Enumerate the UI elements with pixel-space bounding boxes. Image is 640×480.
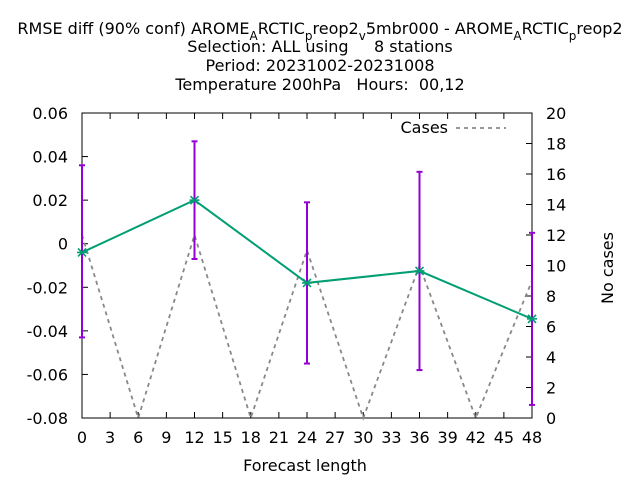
legend: Cases (401, 118, 506, 137)
data-point (77, 247, 87, 257)
x-tick-label: 18 (241, 428, 261, 447)
y2-tick-label: 20 (546, 104, 566, 123)
x-tick-label: 30 (353, 428, 373, 447)
x-tick-label: 3 (105, 428, 115, 447)
x-tick-label: 24 (297, 428, 317, 447)
y-tick-label: -0.08 (27, 409, 68, 428)
x-tick-label: 15 (212, 428, 232, 447)
confidence-interval-series (79, 140, 535, 406)
x-tick-label: 12 (184, 428, 204, 447)
y-tick-label: -0.02 (27, 278, 68, 297)
x-tick-label: 48 (522, 428, 542, 447)
x-tick-label: 9 (161, 428, 171, 447)
y2-tick-label: 10 (546, 257, 566, 276)
chart-title: RMSE diff (90% conf) AROMEARCTICpreop2v5… (17, 19, 622, 94)
y-tick-label: 0 (58, 235, 68, 254)
data-point (414, 266, 425, 276)
data-point (302, 278, 312, 288)
x-axis: 0 3 6 9 12 15 18 21 24 27 30 33 36 39 42 45 48 (77, 113, 542, 447)
y-tick-label: -0.04 (27, 322, 68, 341)
y2-tick-label: 0 (546, 409, 556, 428)
y2-axis-label: No cases (598, 232, 617, 304)
x-tick-label: 21 (269, 428, 289, 447)
x-tick-label: 39 (437, 428, 457, 447)
data-point (189, 195, 200, 205)
y-tick-label: 0.06 (32, 104, 68, 123)
legend-label-cases: Cases (401, 118, 449, 137)
x-tick-label: 42 (466, 428, 486, 447)
y2-tick-label: 8 (546, 287, 556, 306)
title-line-3: Period: 20231002-20231008 (205, 56, 434, 75)
rmse-diff-series (77, 195, 537, 324)
y2-tick-label: 12 (546, 226, 566, 245)
x-tick-label: 36 (409, 428, 429, 447)
y-tick-label: -0.06 (27, 365, 68, 384)
y-tick-label: 0.02 (32, 191, 68, 210)
y-tick-label: 0.04 (32, 148, 68, 167)
y2-tick-label: 2 (546, 379, 556, 398)
x-tick-label: 0 (77, 428, 87, 447)
x-tick-label: 6 (133, 428, 143, 447)
y2-tick-label: 18 (546, 135, 566, 154)
title-line-4: Temperature 200hPa Hours: 00,12 (174, 75, 464, 94)
x-tick-label: 27 (325, 428, 345, 447)
x-tick-label: 33 (381, 428, 401, 447)
y2-tick-label: 6 (546, 318, 556, 337)
title-line-2: Selection: ALL using 8 stations (187, 37, 452, 56)
x-axis-label: Forecast length (243, 456, 367, 475)
x-tick-label: 45 (494, 428, 514, 447)
data-point (527, 314, 537, 324)
y2-tick-label: 16 (546, 165, 566, 184)
y-axis-left: 0.06 0.04 0.02 0 -0.02 -0.04 -0.06 -0.08 (27, 104, 88, 428)
title-line-1: RMSE diff (90% conf) AROMEARCTICpreop2v5… (17, 19, 622, 43)
y2-tick-label: 14 (546, 196, 566, 215)
y2-tick-label: 4 (546, 348, 556, 367)
